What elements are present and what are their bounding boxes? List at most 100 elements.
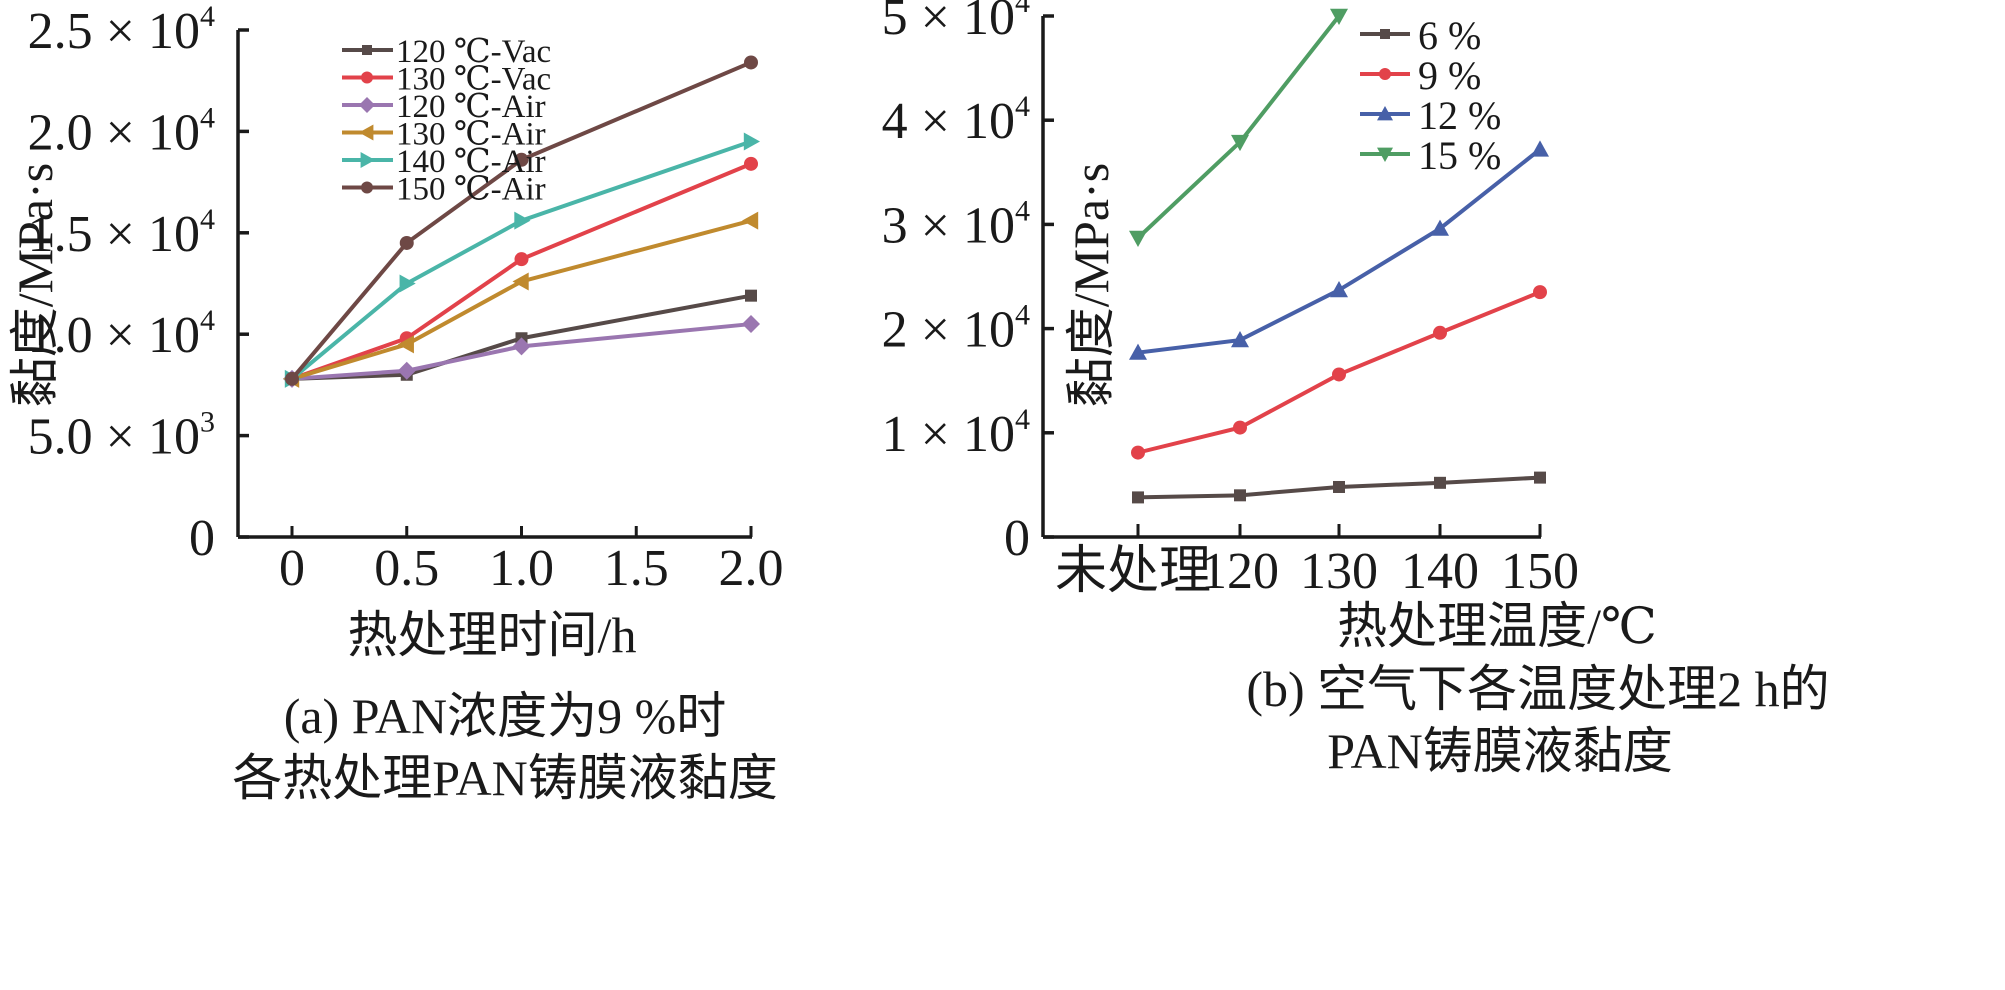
data-point <box>1129 343 1147 360</box>
x-tick-label: 1.5 <box>604 540 669 597</box>
data-point <box>1433 325 1447 340</box>
series-line <box>291 322 752 381</box>
panel-b-axes <box>1041 16 1541 539</box>
panel-a-x-ticks: 0 0.5 1.0 1.5 2.0 <box>279 526 784 597</box>
panel-b-y-axis-title: 黏度/MPa·s <box>1063 163 1119 407</box>
legend-label: 150 ℃-Air <box>396 172 546 208</box>
data-point <box>1231 134 1249 152</box>
x-tick-label: 140 <box>1401 543 1479 600</box>
data-point <box>1233 420 1247 435</box>
x-tick-label: 150 <box>1501 543 1579 600</box>
legend-item: 120 ℃-Vac <box>342 34 551 70</box>
y-tick-label: 1.5 × 104 <box>28 203 215 263</box>
legend-swatch-marker <box>1377 106 1393 121</box>
data-point <box>514 252 529 267</box>
legend-swatch-marker <box>359 97 375 113</box>
data-point <box>1131 445 1145 460</box>
data-point <box>1533 285 1547 300</box>
x-tick-label: 130 <box>1300 543 1378 600</box>
y-tick-label: 2.5 × 104 <box>28 0 215 60</box>
legend-swatch-marker <box>361 71 373 84</box>
panel-a: 0 5.0 × 103 1.0 × 104 1.5 × 104 2.0 × 104 2.5… <box>7 0 784 806</box>
y-tick-label: 0 <box>1004 510 1030 567</box>
panel-b-caption-line-2: PAN铸膜液黏度 <box>1327 723 1672 779</box>
data-point <box>1431 219 1449 236</box>
panel-a-y-ticks: 0 5.0 × 103 1.0 × 104 1.5 × 104 2.0 × 104 2.5… <box>28 0 249 567</box>
legend-swatch-marker <box>360 152 375 168</box>
legend-swatch-marker <box>361 181 373 194</box>
series-6-pct <box>1132 471 1546 504</box>
series-line <box>290 60 752 381</box>
x-tick-label: 0 <box>279 540 305 597</box>
series-150-air <box>285 55 758 386</box>
legend-item: 9 % <box>1360 53 1481 98</box>
x-tick-label: 120 <box>1201 543 1279 600</box>
series-line <box>290 139 752 381</box>
legend-swatch-marker <box>359 124 374 141</box>
panel-b-y-ticks: 0 1 × 104 2 × 104 3 × 104 4 × 104 5 × 104 <box>882 0 1054 567</box>
legend-item: 15 % <box>1360 133 1501 178</box>
data-point <box>744 156 758 171</box>
legend-swatch-marker <box>1379 68 1391 80</box>
y-tick-label: 1 × 104 <box>882 403 1030 463</box>
legend-item: 130 ℃-Air <box>342 117 546 153</box>
panel-b-x-axis-title: 热处理温度/℃ <box>1337 598 1657 654</box>
y-tick-label: 3 × 104 <box>882 194 1030 254</box>
legend-label: 120 ℃-Air <box>396 89 546 125</box>
data-point <box>1129 230 1147 247</box>
series-15-pct <box>1129 8 1348 247</box>
data-point <box>1534 471 1546 484</box>
data-point <box>399 274 416 293</box>
data-point <box>1234 489 1246 502</box>
data-point <box>1332 367 1346 382</box>
data-point <box>745 289 757 302</box>
data-point <box>514 211 531 230</box>
data-point <box>285 371 299 386</box>
x-tick-label: 1.0 <box>489 540 554 597</box>
legend-item: 120 ℃-Air <box>342 89 546 125</box>
legend-item: 6 % <box>1360 13 1481 58</box>
series-12-pct <box>1129 140 1549 360</box>
y-tick-label: 5 × 104 <box>882 0 1030 46</box>
legend-item: 150 ℃-Air <box>342 172 546 208</box>
data-point <box>397 361 416 380</box>
data-point <box>1330 281 1348 298</box>
panel-a-series <box>283 55 760 388</box>
legend-label: 9 % <box>1418 53 1481 98</box>
series-line <box>291 162 752 381</box>
legend-label: 15 % <box>1418 133 1501 178</box>
legend-swatch-marker <box>1377 147 1393 162</box>
panel-b-caption-line-1: (b) 空气下各温度处理2 h的 <box>1246 661 1829 717</box>
panel-a-caption-line-2: 各热处理PAN铸膜液黏度 <box>232 750 777 806</box>
y-tick-label: 4 × 104 <box>882 90 1030 150</box>
y-tick-label: 5.0 × 103 <box>28 406 215 466</box>
data-point <box>1231 331 1249 348</box>
data-point <box>514 152 529 167</box>
data-point <box>742 315 760 334</box>
y-tick-label: 2 × 104 <box>882 299 1030 359</box>
legend-label: 130 ℃-Vac <box>396 62 551 98</box>
data-point <box>1132 491 1144 504</box>
panel-b-legend: 6 %9 %12 %15 % <box>1360 13 1501 178</box>
legend-label: 120 ℃-Vac <box>396 34 551 70</box>
y-tick-label: 1.0 × 104 <box>28 304 215 364</box>
data-point <box>512 337 531 356</box>
data-point <box>743 132 760 151</box>
legend-item: 130 ℃-Vac <box>342 62 551 98</box>
legend-swatch-marker <box>1380 29 1390 39</box>
legend-item: 12 % <box>1360 93 1501 138</box>
panel-a-x-axis-title: 热处理时间/h <box>348 607 637 663</box>
panel-b: 0 1 × 104 2 × 104 3 × 104 4 × 104 5 × 104 未处理… <box>882 0 1830 779</box>
legend-label: 12 % <box>1418 93 1501 138</box>
legend-label: 6 % <box>1418 13 1481 58</box>
data-point <box>1531 140 1549 157</box>
legend-swatch-marker <box>362 45 372 55</box>
series-line <box>1136 14 1341 240</box>
legend-label: 140 ℃-Air <box>396 144 546 180</box>
data-point <box>1330 8 1348 26</box>
data-point <box>742 211 759 230</box>
series-9-pct <box>1131 285 1547 460</box>
x-tick-label: 2.0 <box>719 540 784 597</box>
data-point <box>744 55 758 70</box>
